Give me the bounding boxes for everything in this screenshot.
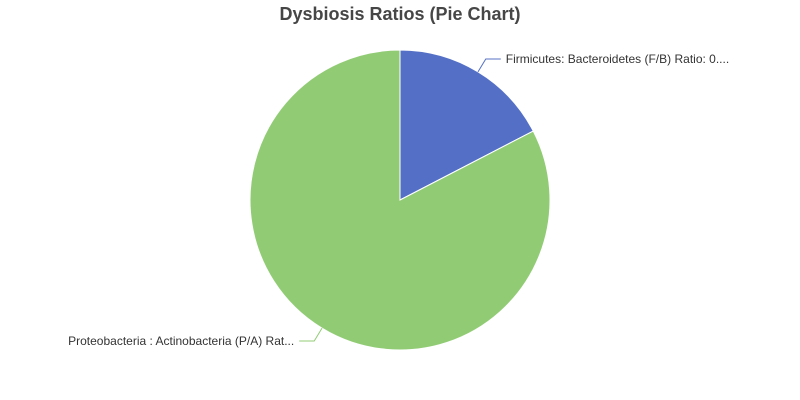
pie-slice-1[interactable]	[249, 49, 551, 351]
slice-leader-line-1	[299, 327, 323, 342]
pie-slice-0[interactable]	[399, 49, 534, 201]
pie-slices	[249, 49, 551, 351]
slice-leader-line-0	[477, 58, 501, 73]
slice-labels: Firmicutes: Bacteroidetes (F/B) Ratio: 0…	[68, 52, 729, 348]
chart-title: Dysbiosis Ratios (Pie Chart)	[279, 4, 520, 24]
slice-label-1: Proteobacteria : Actinobacteria (P/A) Ra…	[68, 334, 294, 348]
slice-label-0: Firmicutes: Bacteroidetes (F/B) Ratio: 0…	[506, 52, 729, 66]
